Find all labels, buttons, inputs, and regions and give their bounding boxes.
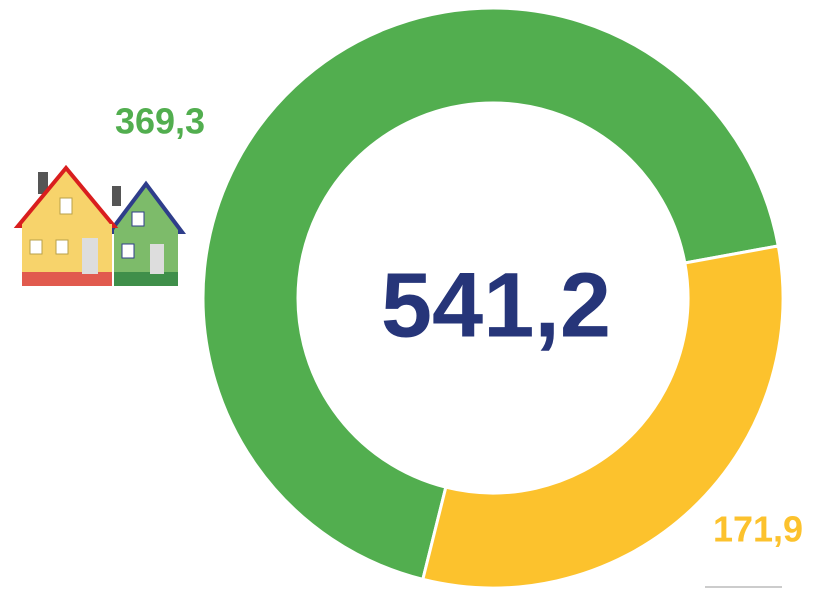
value-label: 369,3	[115, 101, 205, 142]
donut-slice	[201, 6, 781, 582]
value-label: 171,9	[713, 509, 803, 550]
slices	[201, 6, 785, 589]
donut-slice	[421, 244, 785, 589]
center-total: 541,2	[381, 254, 611, 356]
house-icon	[13, 164, 186, 286]
